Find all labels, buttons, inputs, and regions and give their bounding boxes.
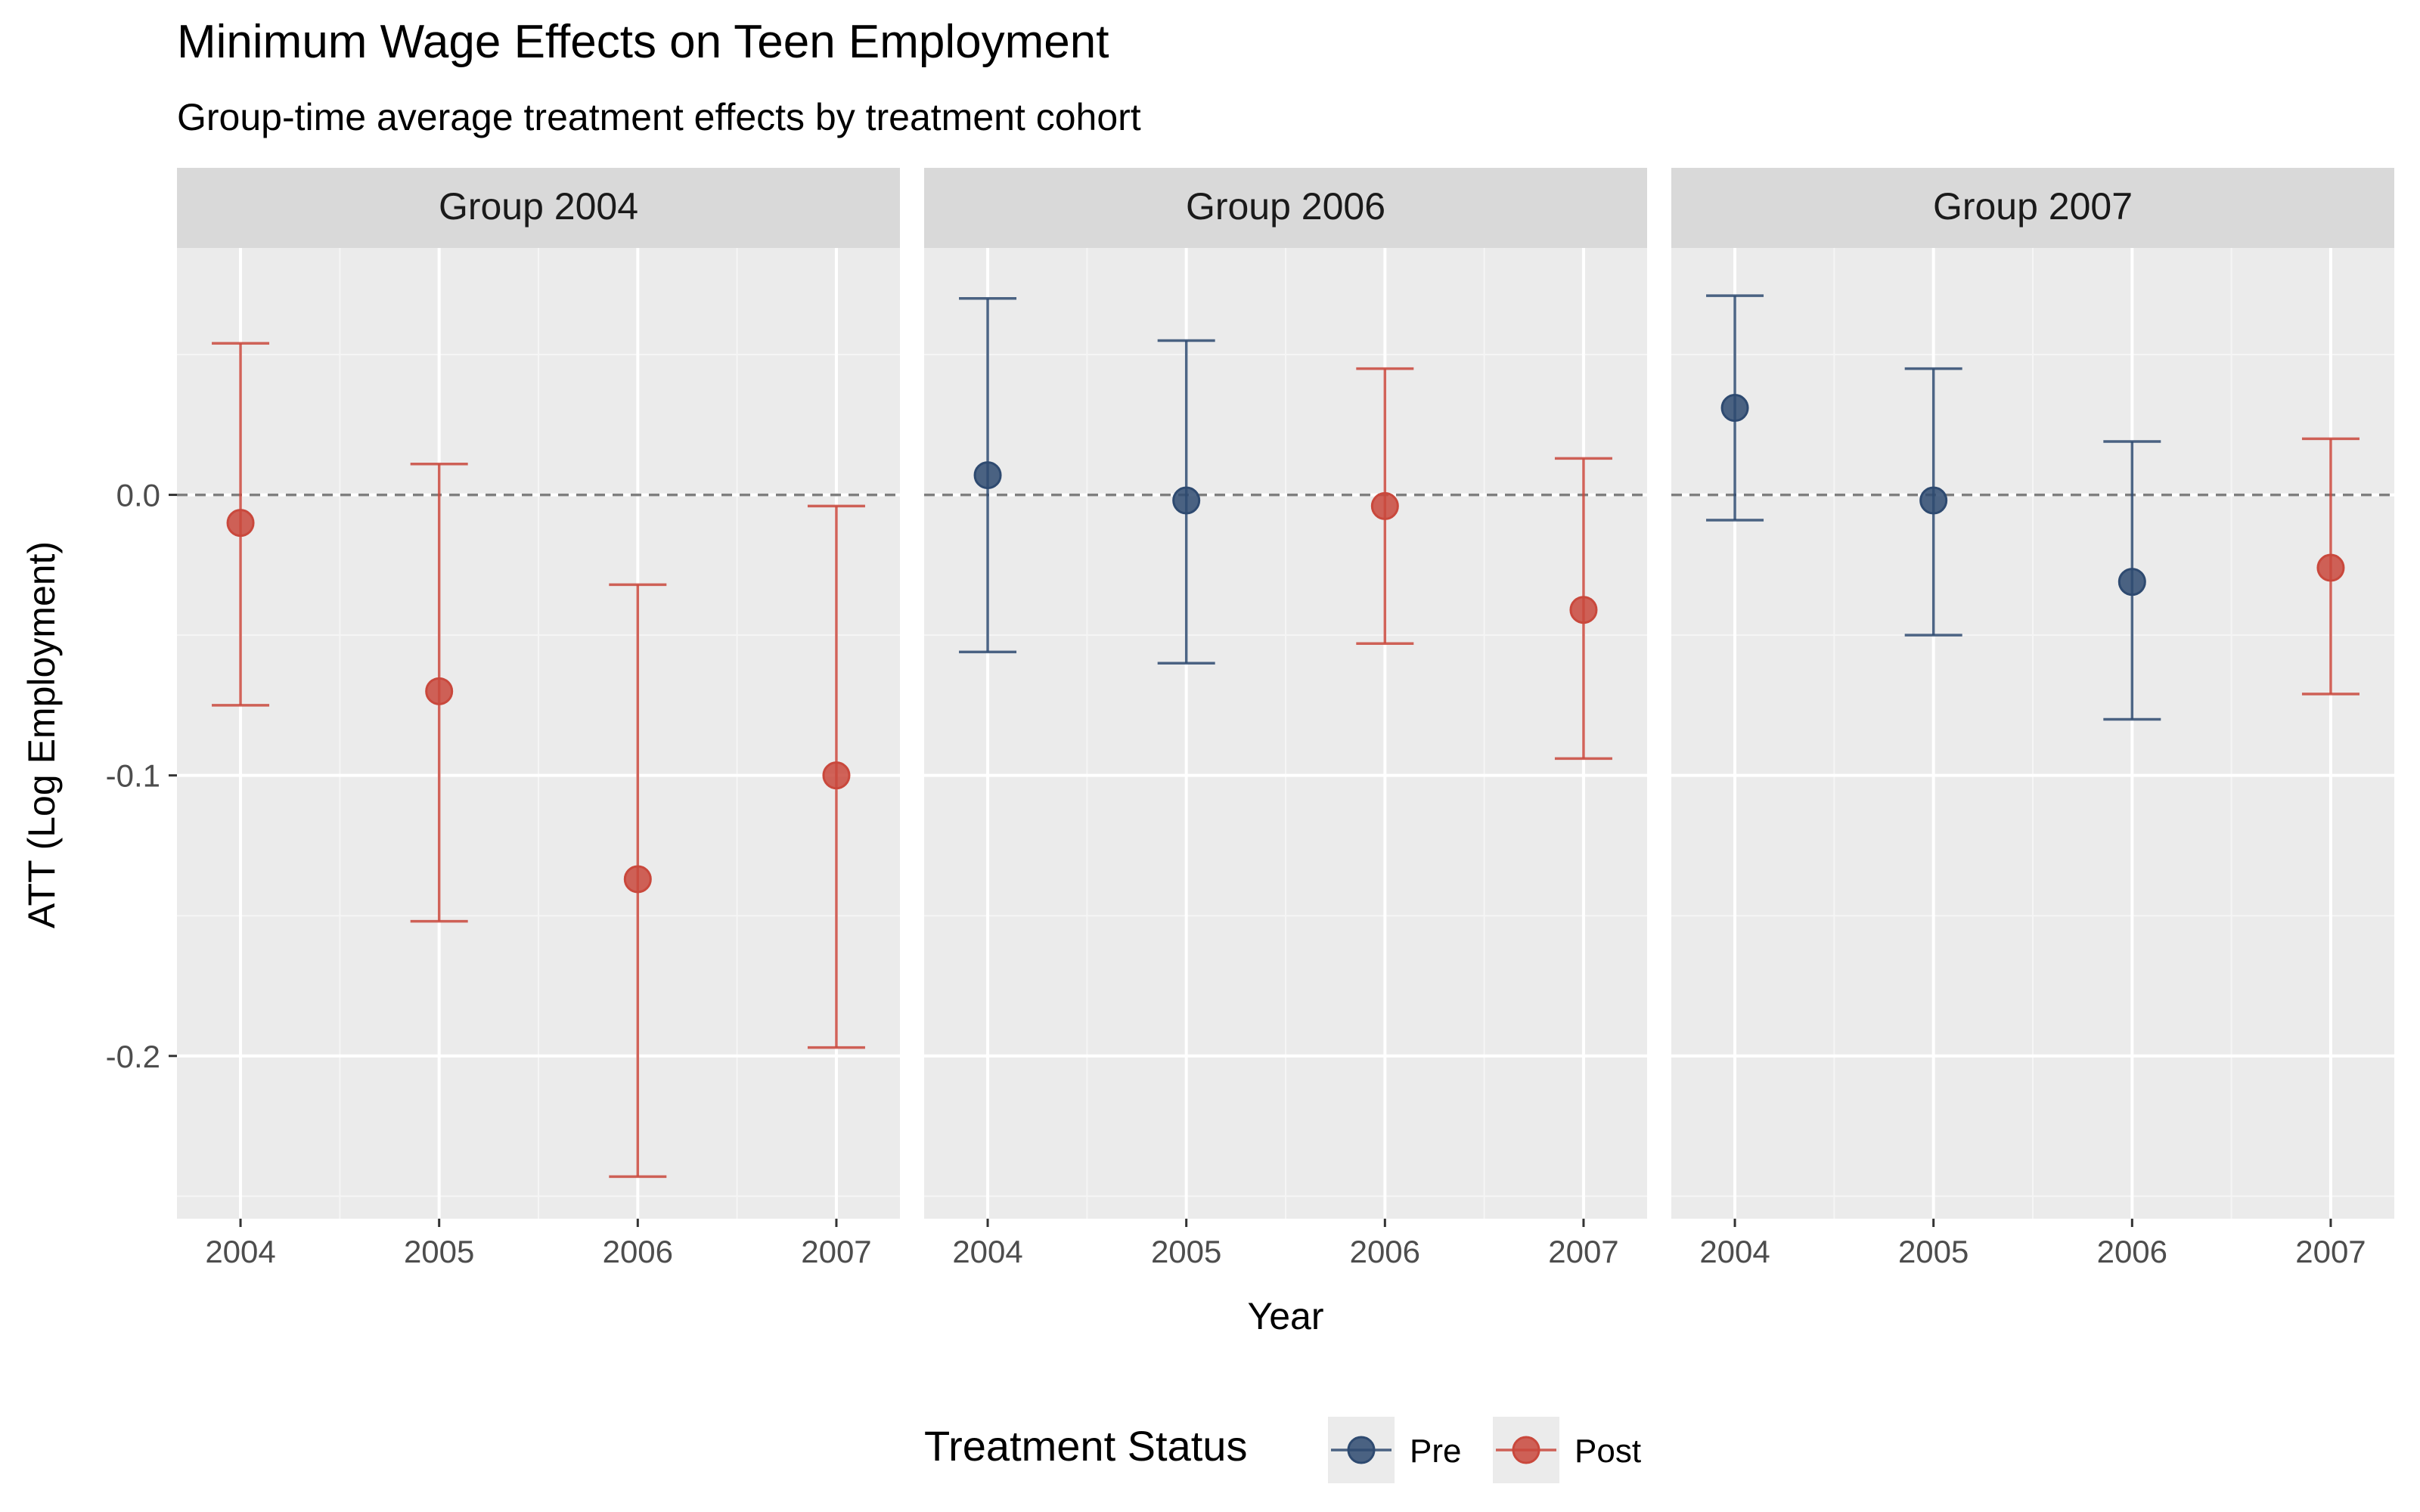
y-tick-label: 0.0 bbox=[116, 478, 160, 513]
y-axis-label: ATT (Log Employment) bbox=[20, 541, 63, 928]
legend-item: Pre bbox=[1328, 1417, 1461, 1483]
data-point bbox=[1919, 486, 1948, 515]
data-point bbox=[1172, 486, 1201, 515]
legend-item: Post bbox=[1493, 1417, 1641, 1483]
y-tick-label: -0.2 bbox=[106, 1039, 160, 1074]
data-point bbox=[2316, 553, 2345, 582]
legend-label: Post bbox=[1575, 1433, 1641, 1470]
x-tick-label: 2006 bbox=[603, 1234, 673, 1269]
x-tick-label: 2005 bbox=[1898, 1234, 1969, 1269]
legend-key-point bbox=[1347, 1436, 1376, 1464]
data-point bbox=[226, 509, 255, 538]
facet-strip bbox=[1671, 168, 2394, 248]
x-tick-label: 2004 bbox=[952, 1234, 1022, 1269]
facet-strip bbox=[177, 168, 900, 248]
facet-strip-label: Group 2004 bbox=[439, 185, 638, 228]
chart-subtitle: Group-time average treatment effects by … bbox=[177, 96, 1141, 138]
legend-label: Pre bbox=[1410, 1433, 1461, 1470]
chart-title: Minimum Wage Effects on Teen Employment bbox=[177, 16, 1109, 68]
facet-strip-label: Group 2006 bbox=[1186, 185, 1385, 228]
facet-panel: Group 2004 2004 2005 2006 2007 0.0 -0.1 -0.2 bbox=[106, 168, 900, 1269]
data-point bbox=[623, 865, 652, 894]
x-tick-label: 2005 bbox=[1151, 1234, 1221, 1269]
data-point bbox=[822, 761, 851, 790]
x-tick-label: 2006 bbox=[1350, 1234, 1420, 1269]
facet-panel: Group 2006 2004 2005 2006 2007 bbox=[924, 168, 1647, 1269]
data-point bbox=[1370, 491, 1399, 520]
data-point bbox=[2118, 568, 2146, 596]
x-tick-label: 2007 bbox=[801, 1234, 871, 1269]
y-tick-label: -0.1 bbox=[106, 758, 160, 794]
data-point bbox=[973, 461, 1002, 490]
data-point bbox=[425, 677, 454, 705]
data-point bbox=[1720, 394, 1749, 423]
x-tick-label: 2007 bbox=[2295, 1234, 2366, 1269]
legend-title: Treatment Status bbox=[924, 1422, 1247, 1470]
legend: Treatment Status Pre Post bbox=[924, 1417, 1641, 1483]
x-tick-label: 2004 bbox=[205, 1234, 275, 1269]
x-tick-label: 2006 bbox=[2097, 1234, 2167, 1269]
facet-panel: Group 2007 2004 2005 2006 2007 bbox=[1671, 168, 2394, 1269]
x-tick-label: 2007 bbox=[1548, 1234, 1618, 1269]
facet-strip-label: Group 2007 bbox=[1933, 185, 2133, 228]
x-axis-label: Year bbox=[1247, 1295, 1323, 1337]
x-tick-label: 2004 bbox=[1699, 1234, 1770, 1269]
x-tick-label: 2005 bbox=[404, 1234, 474, 1269]
legend-key-point bbox=[1512, 1436, 1540, 1464]
data-point bbox=[1569, 596, 1598, 624]
facet-strip bbox=[924, 168, 1647, 248]
